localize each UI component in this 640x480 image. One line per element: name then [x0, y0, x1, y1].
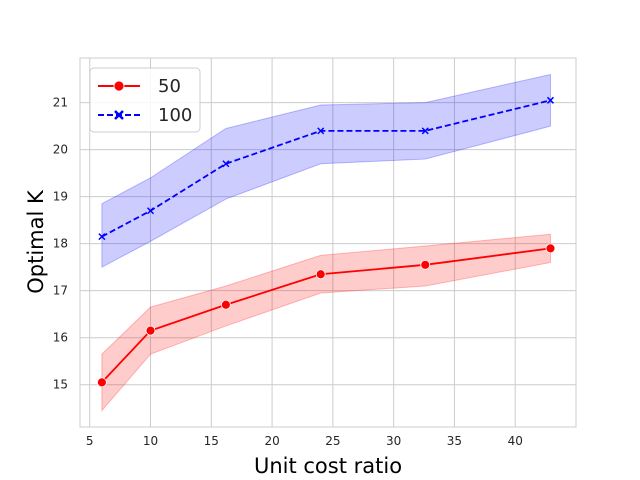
series-line-100	[101, 99, 551, 238]
legend-marker-circle	[113, 80, 125, 92]
y-tick-label: 21	[53, 96, 68, 110]
legend-label-series-50: 50	[158, 76, 181, 97]
x-axis-title: Unit cost ratio	[254, 454, 402, 478]
legend-marker-x	[114, 110, 124, 120]
data-point-series-50	[220, 299, 231, 310]
y-axis-title: Optimal K	[24, 189, 48, 294]
data-point-series-100	[222, 160, 230, 168]
data-point-series-50	[145, 325, 156, 336]
data-point-series-100	[421, 127, 429, 135]
y-tick-label: 18	[53, 237, 68, 251]
x-tick-label: 25	[325, 434, 340, 448]
data-point-series-50	[315, 269, 326, 280]
confidence-bands	[101, 73, 551, 412]
series-markers	[96, 96, 556, 388]
y-tick-label: 20	[53, 143, 68, 157]
data-point-series-100	[317, 127, 325, 135]
y-tick-label: 16	[53, 331, 68, 345]
legend-label-series-100: 100	[158, 105, 192, 126]
x-tick-label: 40	[508, 434, 523, 448]
x-tick-label: 30	[386, 434, 401, 448]
x-tick-label: 10	[143, 434, 158, 448]
data-point-series-50	[545, 243, 556, 254]
legend: 50 100	[89, 67, 201, 133]
y-tick-labels: 15 16 17 18 19 20 21	[53, 96, 68, 392]
x-tick-label: 5	[86, 434, 94, 448]
y-tick-label: 15	[53, 378, 68, 392]
data-point-series-50	[420, 259, 431, 270]
x-tick-label: 15	[204, 434, 219, 448]
x-tick-label: 35	[447, 434, 462, 448]
confidence-band-series-50	[101, 233, 551, 412]
y-tick-label: 17	[53, 284, 68, 298]
x-tick-labels: 5 10 15 20 25 30 35 40	[86, 434, 523, 448]
grid	[80, 58, 576, 427]
data-point-series-50	[96, 377, 107, 388]
series-line-50	[101, 247, 551, 383]
series-lines	[101, 99, 551, 383]
data-point-series-100	[98, 233, 106, 241]
data-point-series-100	[146, 207, 155, 215]
x-tick-label: 20	[264, 434, 279, 448]
y-tick-label: 19	[53, 190, 68, 204]
confidence-band-series-100	[101, 73, 551, 269]
data-point-series-100	[546, 96, 555, 104]
